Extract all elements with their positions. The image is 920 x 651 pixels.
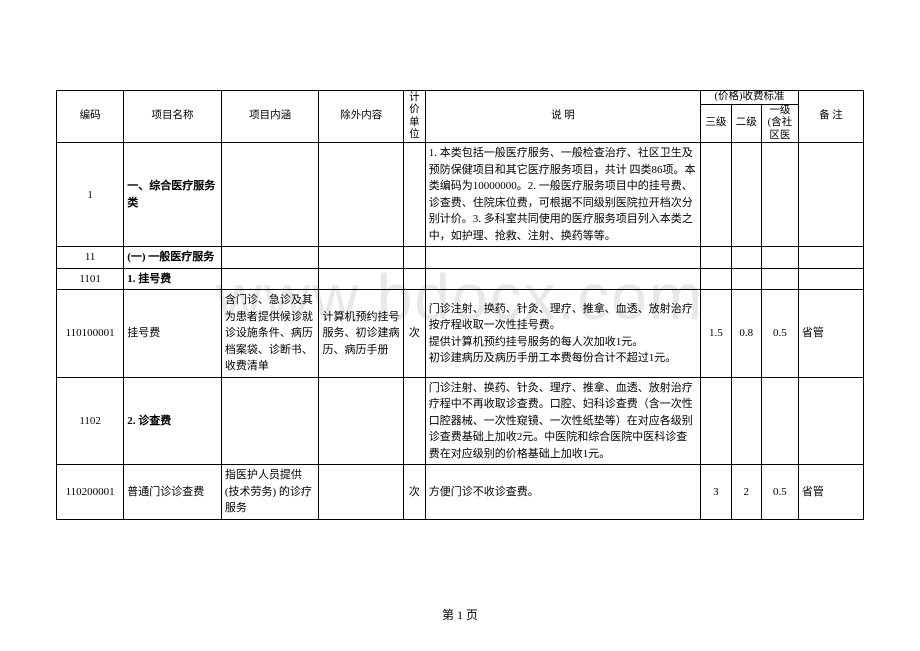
table-cell <box>761 143 798 247</box>
table-cell <box>319 377 404 465</box>
table-cell: 普通门诊诊查费 <box>124 465 222 520</box>
header-code: 编码 <box>57 91 124 143</box>
table-cell: 门诊注射、换药、针灸、理疗、推拿、血透、放射治疗疗程中不再收取诊查费。口腔、妇科… <box>425 377 701 465</box>
table-cell: 指医护人员提供 (技术劳务) 的诊疗服务 <box>221 465 319 520</box>
table-row: 11022. 诊查费 门诊注射、换药、针灸、理疗、推拿、血透、放射治疗疗程中不再收… <box>57 377 864 465</box>
table-cell: 1101 <box>57 268 124 290</box>
table-cell <box>701 247 731 269</box>
page-number: 第 1 页 <box>0 606 920 623</box>
table-cell: 3 <box>701 465 731 520</box>
table-cell: 计算机预约挂号服务、初诊建病历、病历手册 <box>319 290 404 378</box>
table-cell: 1. 本类包括一般医疗服务、一般检查治疗、社区卫生及预防保健项目和其它医疗服务项… <box>425 143 701 247</box>
table-cell <box>761 268 798 290</box>
table-cell <box>319 143 404 247</box>
table-cell: 省管 <box>798 465 863 520</box>
header-name: 项目名称 <box>124 91 222 143</box>
header-unit: 计价单位 <box>404 91 426 143</box>
table-cell: 门诊注射、换药、针灸、理疗、推拿、血透、放射治疗按疗程收取一次性挂号费。提供计算… <box>425 290 701 378</box>
table-cell <box>731 143 761 247</box>
header-exclude: 除外内容 <box>319 91 404 143</box>
header-connotation: 项目内涵 <box>221 91 319 143</box>
table-cell <box>425 247 701 269</box>
table-cell: 11 <box>57 247 124 269</box>
table-row: 1一、综合医疗服务类 1. 本类包括一般医疗服务、一般检查治疗、社区卫生及预防保健… <box>57 143 864 247</box>
table-cell: 0.5 <box>761 465 798 520</box>
table-cell <box>798 247 863 269</box>
pricing-table: 编码 项目名称 项目内涵 除外内容 计价单位 说 明 (价格)收费标准 备 注 … <box>56 90 864 520</box>
table-cell <box>731 377 761 465</box>
table-cell <box>701 377 731 465</box>
table-cell: 方便门诊不收诊查费。 <box>425 465 701 520</box>
table-cell: 2. 诊查费 <box>124 377 222 465</box>
table-cell: 0.8 <box>731 290 761 378</box>
table-cell <box>404 143 426 247</box>
table-cell <box>761 377 798 465</box>
table-cell <box>221 143 319 247</box>
header-note: 备 注 <box>798 91 863 143</box>
table-cell: 次 <box>404 290 426 378</box>
header-level3: 三级 <box>701 104 731 143</box>
header-level1: 一级(含社区医 <box>761 104 798 143</box>
table-row: 110100001挂号费含门诊、急诊及其为患者提供候诊就诊设施条件、病历档案袋、… <box>57 290 864 378</box>
table-cell <box>404 268 426 290</box>
table-cell <box>221 377 319 465</box>
table-cell <box>404 377 426 465</box>
table-cell <box>404 247 426 269</box>
table-cell <box>221 247 319 269</box>
document-page: 编码 项目名称 项目内涵 除外内容 计价单位 说 明 (价格)收费标准 备 注 … <box>0 0 920 520</box>
header-price-group: (价格)收费标准 <box>701 91 799 105</box>
table-cell: 含门诊、急诊及其为患者提供候诊就诊设施条件、病历档案袋、诊断书、收费清单 <box>221 290 319 378</box>
table-cell <box>701 268 731 290</box>
table-row: 11011. 挂号费 <box>57 268 864 290</box>
header-desc: 说 明 <box>425 91 701 143</box>
table-cell: 1 <box>57 143 124 247</box>
table-cell <box>761 247 798 269</box>
table-cell <box>701 143 731 247</box>
table-cell: 次 <box>404 465 426 520</box>
table-row: 110200001普通门诊诊查费指医护人员提供 (技术劳务) 的诊疗服务 次方便门… <box>57 465 864 520</box>
table-cell <box>798 143 863 247</box>
table-cell: 1.5 <box>701 290 731 378</box>
table-cell: (一) 一般医疗服务 <box>124 247 222 269</box>
table-cell: 1. 挂号费 <box>124 268 222 290</box>
table-cell <box>221 268 319 290</box>
table-cell <box>319 465 404 520</box>
header-level2: 二级 <box>731 104 761 143</box>
table-cell <box>731 268 761 290</box>
table-cell: 省管 <box>798 290 863 378</box>
table-cell <box>425 268 701 290</box>
table-cell: 110100001 <box>57 290 124 378</box>
table-cell: 一、综合医疗服务类 <box>124 143 222 247</box>
table-cell: 挂号费 <box>124 290 222 378</box>
table-cell <box>319 247 404 269</box>
table-row: 11(一) 一般医疗服务 <box>57 247 864 269</box>
table-cell <box>798 377 863 465</box>
table-cell: 2 <box>731 465 761 520</box>
table-cell <box>319 268 404 290</box>
table-cell <box>798 268 863 290</box>
table-cell: 110200001 <box>57 465 124 520</box>
table-cell: 0.5 <box>761 290 798 378</box>
table-cell <box>731 247 761 269</box>
table-cell: 1102 <box>57 377 124 465</box>
